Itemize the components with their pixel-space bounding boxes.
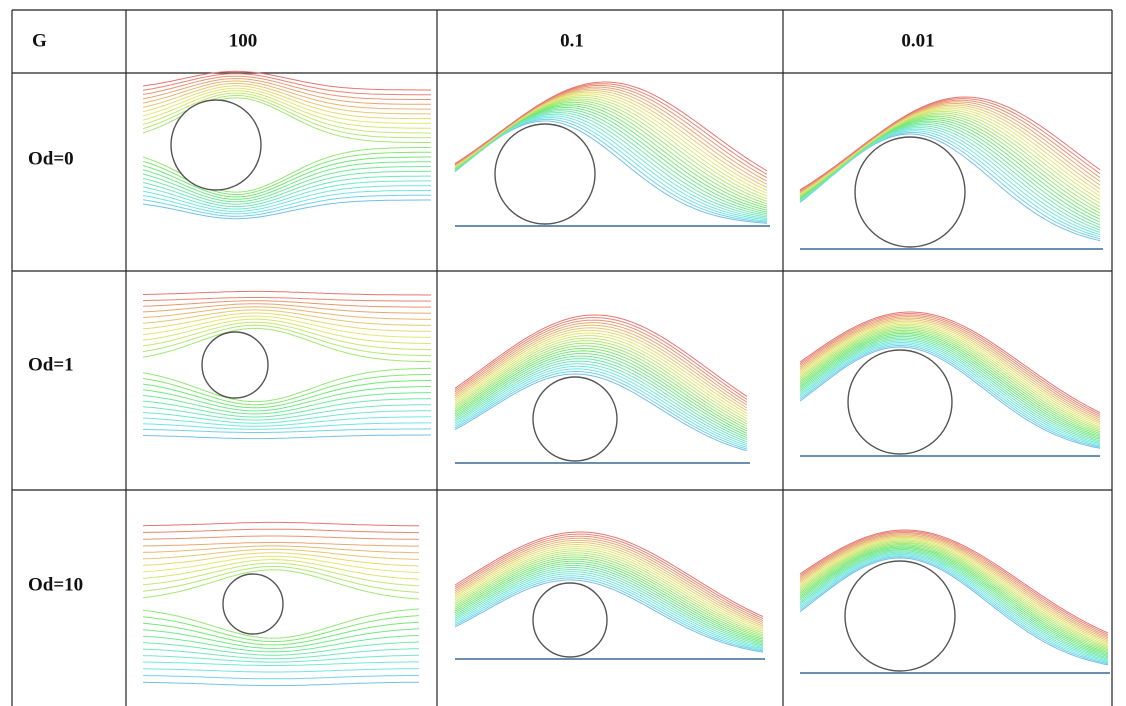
streamline-plot [455,532,765,659]
cylinder [495,124,595,224]
streamline [143,435,431,439]
streamline [143,368,431,401]
streamline-plot [455,315,750,463]
streamline-plots [143,71,1110,685]
header-cell: 0.01 [901,30,934,51]
header-cell: 0.1 [560,30,584,51]
cylinder [845,561,955,671]
row-label: Od=10 [28,574,83,595]
streamline [143,71,431,90]
row-label: Od=0 [28,148,74,169]
cylinder [223,574,283,634]
streamline-plot [455,82,770,226]
header-cell: 100 [229,30,258,51]
table: G 100 0.1 0.01 Od=0 Od=1 Od=10 [0,0,1126,706]
streamline [143,328,431,361]
streamline [143,423,431,429]
page: G 100 0.1 0.01 Od=0 Od=1 Od=10 (() => { … [0,0,1126,706]
cylinder [533,583,607,657]
cylinder [533,377,617,461]
streamline [143,536,419,539]
cylinder [848,350,952,454]
streamline-plot [143,71,431,218]
streamline [143,675,419,678]
cylinder [855,137,965,247]
header-cell: G [32,30,47,51]
streamline-plot [143,291,431,438]
streamline [143,682,419,685]
streamline [143,429,431,433]
streamline-plot [800,97,1103,249]
streamline-plot [800,312,1100,456]
streamline [143,669,419,672]
cylinder [202,332,268,398]
streamline [143,200,431,219]
streamline-plot [800,530,1110,673]
streamline [143,291,431,295]
streamline [143,529,419,532]
row-label: Od=1 [28,354,74,375]
streamline [143,301,431,307]
streamline [143,313,431,331]
streamline-plot [143,522,419,685]
streamline [143,298,431,302]
cylinder [171,100,261,190]
streamline [143,522,419,525]
streamline [143,399,431,417]
